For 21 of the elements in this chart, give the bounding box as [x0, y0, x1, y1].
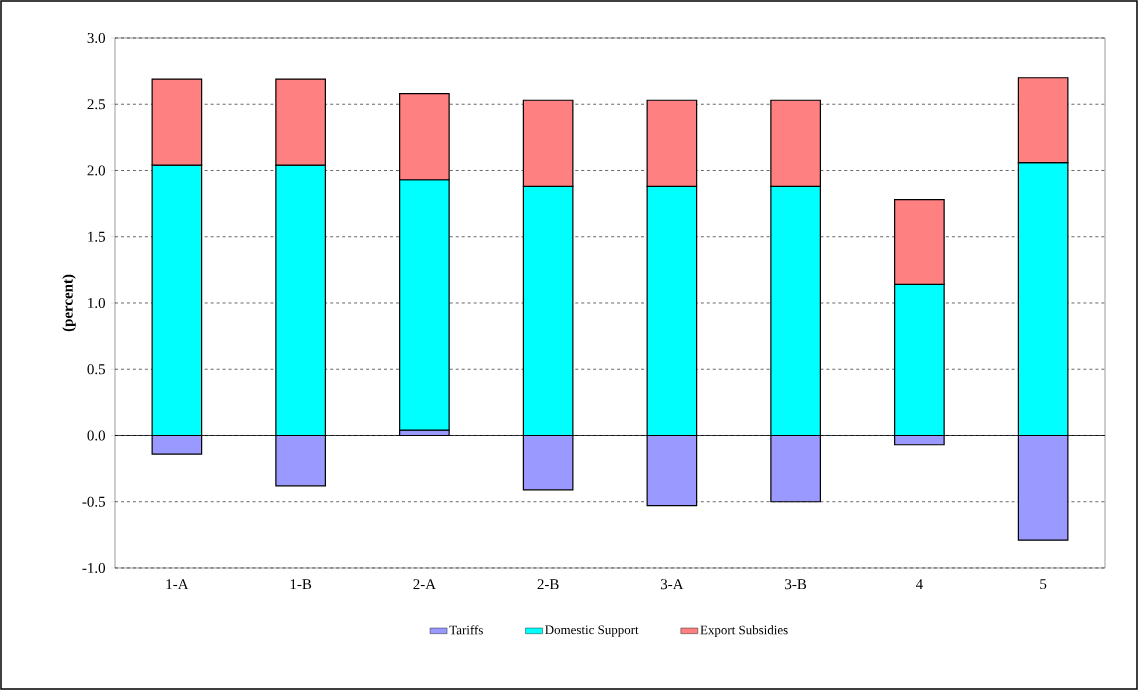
y-tick-label: 0.5	[87, 364, 105, 375]
y-tick-label: 1.0	[88, 297, 106, 309]
x-tick-label: 1-B	[290, 579, 312, 590]
x-tick-label: 1-A	[166, 579, 189, 590]
x-tick-label: 4	[915, 579, 923, 589]
y-tick-label: 1.5	[88, 231, 105, 242]
y-tick-label: -0.5	[82, 496, 105, 507]
y-tick-label: 2.0	[87, 165, 106, 176]
y-tick-label: 3.0	[87, 32, 106, 44]
y-tick-label: 0.0	[87, 430, 106, 441]
x-tick-label: 3-A	[660, 579, 684, 590]
y-tick-label: -1.0	[82, 562, 106, 574]
legend-label: Domestic Support	[545, 625, 639, 637]
x-tick-label: 2-B	[537, 579, 559, 590]
x-tick-label: 3-B	[785, 579, 807, 590]
legend-label: Tariffs	[449, 625, 483, 635]
x-tick-label: 5	[1040, 579, 1047, 590]
y-axis-title: (percent)	[62, 274, 76, 332]
x-tick-label: 2-A	[413, 579, 436, 590]
y-tick-label: 2.5	[87, 99, 105, 110]
legend-label: Export Subsidies	[700, 625, 788, 637]
